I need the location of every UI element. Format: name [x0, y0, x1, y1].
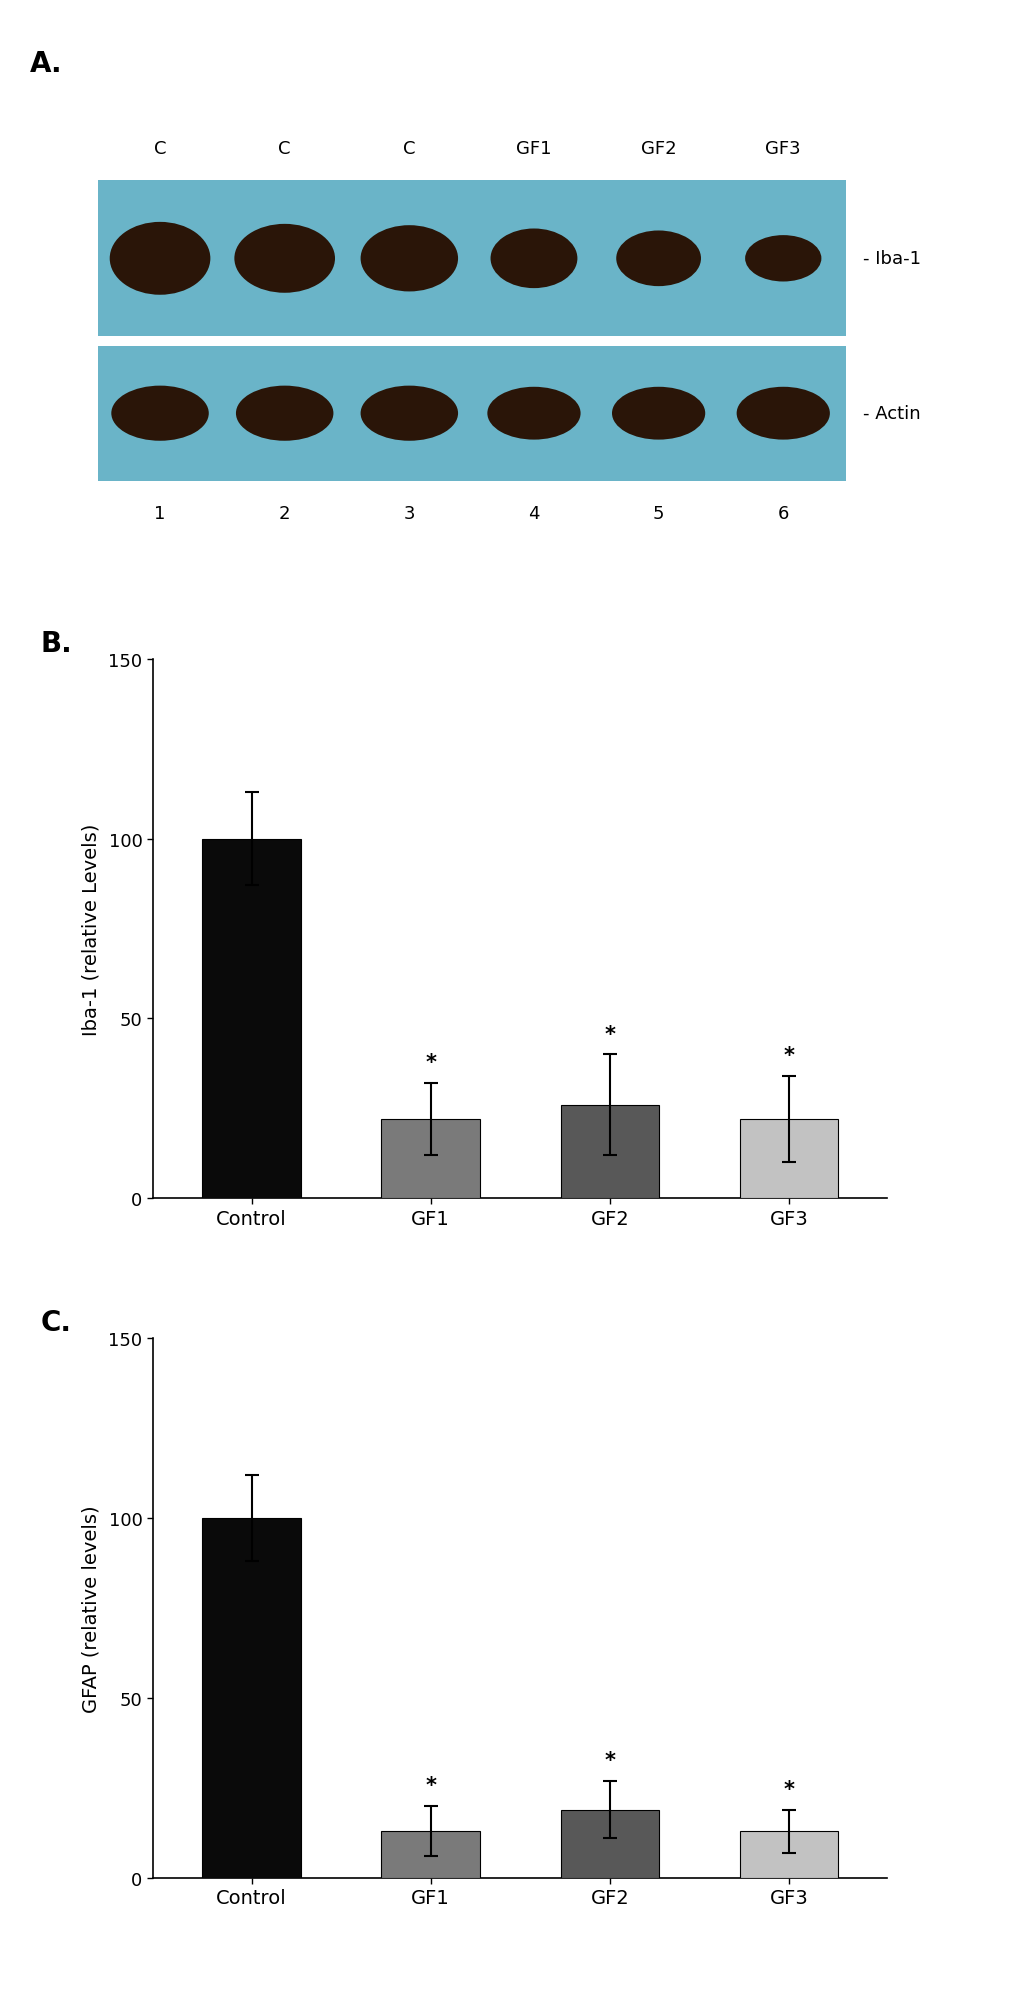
- Ellipse shape: [487, 388, 580, 440]
- Ellipse shape: [111, 386, 209, 442]
- Ellipse shape: [361, 226, 458, 292]
- Text: C: C: [278, 140, 290, 158]
- Ellipse shape: [234, 224, 334, 294]
- Ellipse shape: [490, 230, 577, 290]
- Ellipse shape: [736, 388, 829, 440]
- Text: C: C: [154, 140, 166, 158]
- Ellipse shape: [745, 236, 820, 282]
- Text: C.: C.: [41, 1309, 71, 1337]
- Ellipse shape: [611, 388, 704, 440]
- Text: *: *: [425, 1053, 436, 1073]
- Bar: [381, 1119, 479, 1199]
- Ellipse shape: [110, 222, 210, 296]
- Text: GF1: GF1: [516, 140, 551, 158]
- Text: 3: 3: [404, 505, 415, 523]
- Bar: [381, 1832, 479, 1878]
- Bar: [202, 1518, 301, 1878]
- Ellipse shape: [361, 386, 458, 442]
- Y-axis label: Iba-1 (relative Levels): Iba-1 (relative Levels): [82, 823, 100, 1035]
- Text: GF3: GF3: [764, 140, 800, 158]
- Text: - Iba-1: - Iba-1: [862, 250, 920, 268]
- Bar: [202, 839, 301, 1199]
- Text: *: *: [783, 1778, 794, 1798]
- Text: 1: 1: [154, 505, 165, 523]
- Text: *: *: [425, 1776, 436, 1796]
- Text: 6: 6: [776, 505, 788, 523]
- Bar: [739, 1119, 838, 1199]
- Y-axis label: GFAP (relative levels): GFAP (relative levels): [82, 1504, 100, 1712]
- Ellipse shape: [615, 232, 700, 288]
- Text: 2: 2: [278, 505, 290, 523]
- Ellipse shape: [235, 386, 333, 442]
- Text: C: C: [403, 140, 415, 158]
- Text: B.: B.: [41, 629, 72, 657]
- Text: *: *: [603, 1750, 614, 1770]
- Text: 4: 4: [528, 505, 539, 523]
- Bar: [560, 1810, 658, 1878]
- Text: - Actin: - Actin: [862, 406, 919, 424]
- Bar: [560, 1105, 658, 1199]
- FancyBboxPatch shape: [98, 182, 845, 338]
- Text: A.: A.: [30, 50, 62, 78]
- FancyBboxPatch shape: [98, 346, 845, 482]
- Bar: [739, 1832, 838, 1878]
- Text: *: *: [603, 1025, 614, 1045]
- Text: GF2: GF2: [640, 140, 676, 158]
- Text: *: *: [783, 1045, 794, 1065]
- Text: 5: 5: [652, 505, 663, 523]
